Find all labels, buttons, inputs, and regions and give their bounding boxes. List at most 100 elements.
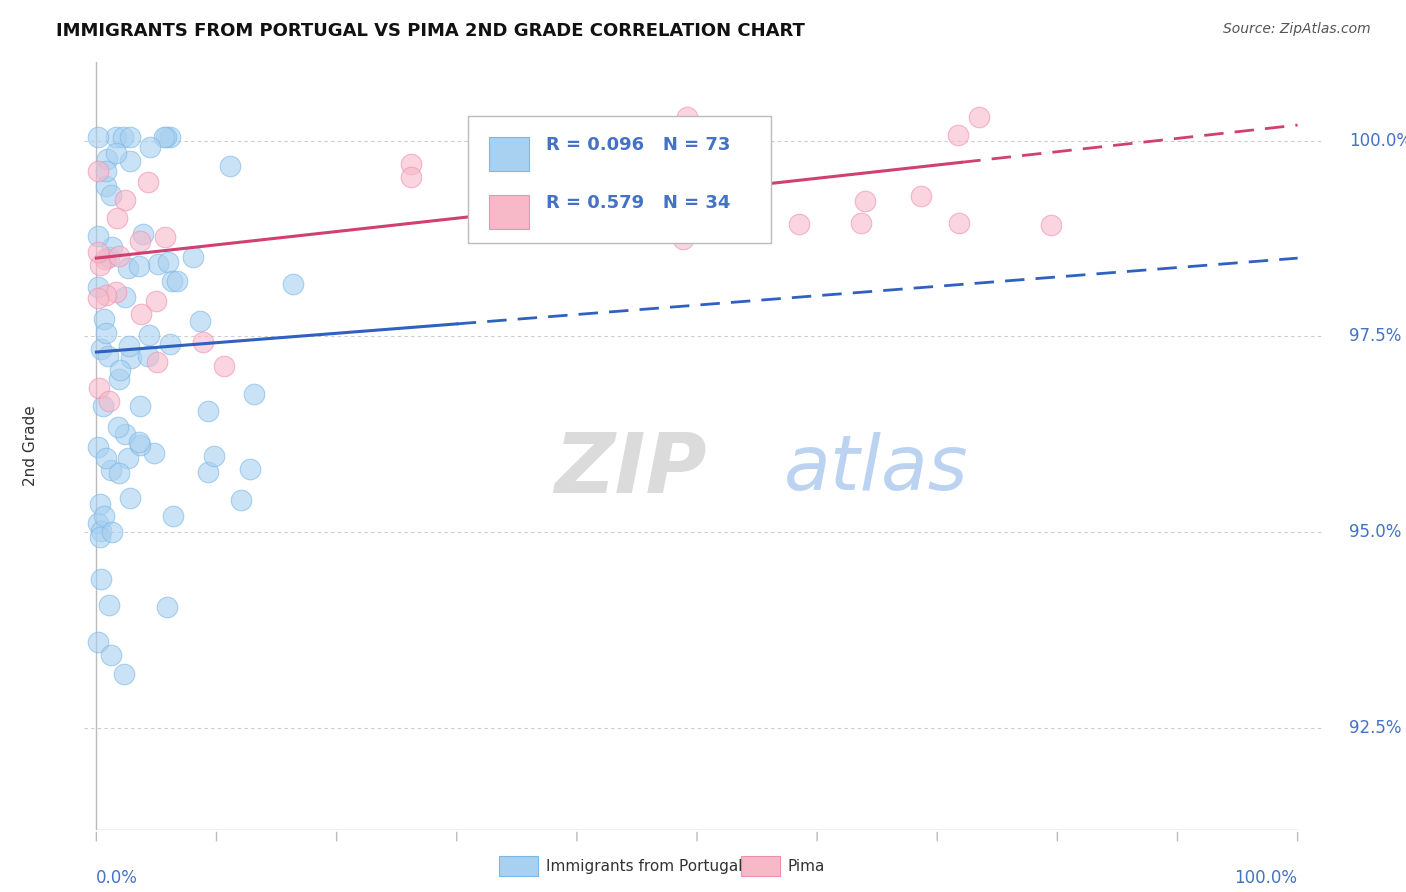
- Text: R = 0.579   N = 34: R = 0.579 N = 34: [546, 194, 730, 212]
- Text: 92.5%: 92.5%: [1348, 719, 1402, 737]
- Point: [100, 648, 122, 662]
- Point: [128, 399, 150, 413]
- Text: 95.0%: 95.0%: [1348, 523, 1402, 541]
- Point: [138, 140, 160, 154]
- FancyBboxPatch shape: [489, 136, 529, 171]
- Text: R = 0.096   N = 73: R = 0.096 N = 73: [546, 136, 730, 154]
- Point: [108, 249, 131, 263]
- Text: 100.0%: 100.0%: [1348, 132, 1406, 150]
- Point: [787, 217, 810, 231]
- Text: 100.0%: 100.0%: [1234, 869, 1298, 887]
- Point: [117, 261, 139, 276]
- Point: [86, 516, 108, 530]
- Point: [156, 254, 179, 268]
- Point: [120, 491, 142, 506]
- Text: 2nd Grade: 2nd Grade: [22, 406, 38, 486]
- FancyBboxPatch shape: [468, 116, 770, 243]
- Point: [98, 393, 121, 408]
- Point: [162, 508, 184, 523]
- Point: [111, 129, 134, 144]
- Text: Immigrants from Portugal: Immigrants from Portugal: [546, 859, 742, 873]
- Point: [948, 128, 970, 142]
- Point: [143, 446, 166, 460]
- Point: [120, 351, 142, 365]
- Point: [114, 193, 136, 207]
- Point: [114, 427, 136, 442]
- Point: [118, 338, 141, 352]
- Text: ZIP: ZIP: [554, 428, 707, 509]
- Point: [90, 524, 112, 538]
- Point: [197, 465, 219, 479]
- Point: [107, 372, 129, 386]
- Point: [112, 667, 135, 681]
- Point: [197, 404, 219, 418]
- Point: [86, 440, 108, 454]
- Point: [399, 170, 422, 185]
- Point: [87, 280, 110, 294]
- Point: [638, 173, 661, 187]
- Point: [86, 164, 108, 178]
- Point: [202, 449, 225, 463]
- Point: [91, 399, 114, 413]
- Point: [96, 178, 118, 193]
- Point: [105, 285, 128, 300]
- Point: [93, 252, 115, 266]
- Point: [86, 634, 108, 648]
- Point: [89, 342, 111, 356]
- Point: [967, 110, 990, 124]
- Point: [193, 334, 215, 349]
- Point: [401, 157, 423, 171]
- Point: [243, 387, 266, 401]
- Point: [146, 354, 169, 368]
- Point: [948, 216, 970, 230]
- Point: [156, 599, 179, 614]
- Point: [675, 110, 697, 124]
- Point: [100, 239, 122, 253]
- Point: [159, 129, 181, 144]
- Point: [188, 313, 211, 327]
- Point: [89, 530, 111, 544]
- Point: [166, 274, 188, 288]
- Point: [159, 337, 181, 351]
- Point: [128, 434, 150, 449]
- Text: Pima: Pima: [787, 859, 825, 873]
- Point: [153, 129, 176, 144]
- Point: [129, 235, 152, 249]
- Text: 97.5%: 97.5%: [1348, 327, 1402, 345]
- Point: [97, 350, 120, 364]
- Point: [117, 451, 139, 466]
- Point: [146, 257, 169, 271]
- Point: [94, 326, 117, 340]
- Point: [87, 291, 110, 305]
- Point: [212, 359, 235, 373]
- Point: [672, 232, 695, 246]
- Point: [145, 294, 167, 309]
- Point: [98, 598, 121, 612]
- Point: [105, 129, 128, 144]
- Point: [132, 227, 155, 241]
- Point: [97, 250, 120, 264]
- Text: 0.0%: 0.0%: [97, 869, 138, 887]
- Point: [136, 349, 159, 363]
- Point: [128, 438, 150, 452]
- Point: [86, 228, 108, 243]
- Point: [114, 290, 136, 304]
- Point: [94, 450, 117, 465]
- Point: [695, 131, 717, 145]
- Point: [155, 129, 177, 144]
- Point: [849, 216, 872, 230]
- FancyBboxPatch shape: [489, 194, 529, 229]
- Point: [89, 497, 111, 511]
- Point: [107, 466, 129, 480]
- Point: [107, 420, 129, 434]
- Point: [105, 211, 128, 226]
- Point: [90, 572, 112, 586]
- Point: [96, 164, 118, 178]
- Point: [910, 188, 932, 202]
- Text: IMMIGRANTS FROM PORTUGAL VS PIMA 2ND GRADE CORRELATION CHART: IMMIGRANTS FROM PORTUGAL VS PIMA 2ND GRA…: [56, 22, 806, 40]
- Point: [93, 509, 115, 524]
- Point: [96, 152, 118, 166]
- Point: [93, 312, 115, 326]
- Point: [160, 274, 183, 288]
- Text: atlas: atlas: [783, 432, 967, 506]
